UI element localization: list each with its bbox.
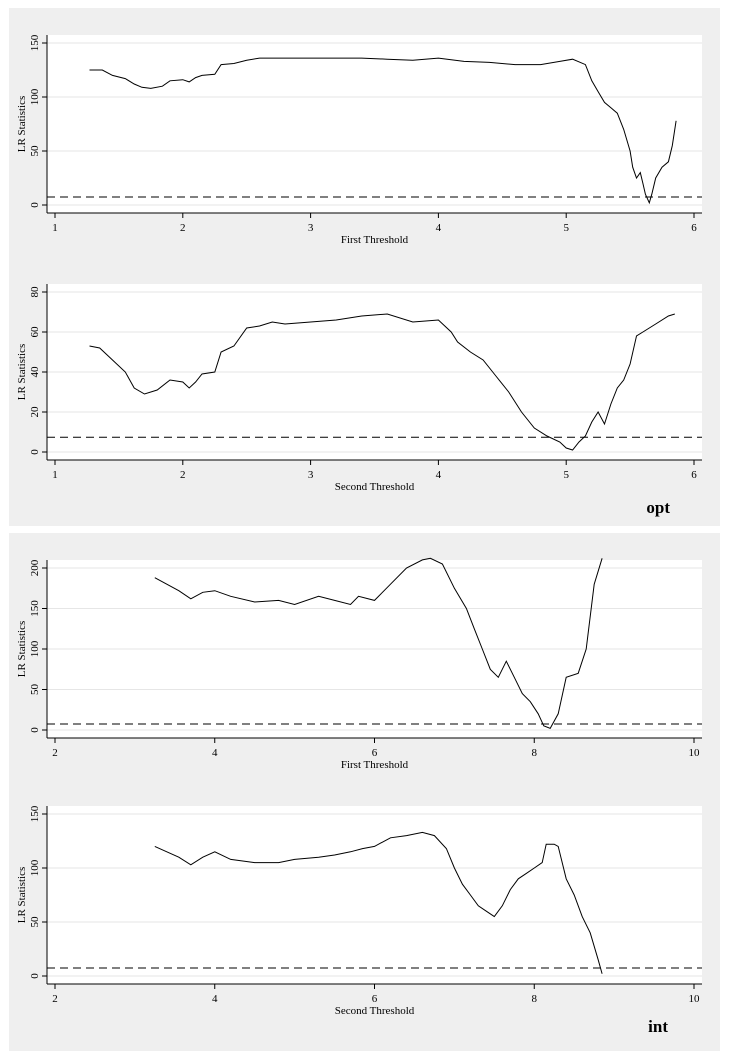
y-tick-label: 80 [29, 286, 41, 298]
x-tick-label: 4 [436, 469, 442, 481]
x-tick-label: 4 [212, 747, 218, 759]
y-tick-label: 150 [29, 805, 41, 822]
x-tick-label: 10 [689, 993, 701, 1005]
x-tick-label: 8 [532, 993, 538, 1005]
chart-opt-first-threshold: 0 50 100 150 1 2 3 4 5 6 First Threshold LR Statist… [16, 34, 702, 246]
y-tick-label: 40 [29, 366, 41, 378]
x-axis-title: First Threshold [341, 759, 409, 771]
x-tick-label: 8 [532, 747, 538, 759]
panel-int: 0 50 100 150 200 2 4 6 8 10 First Threshold LR Stat… [9, 533, 720, 1051]
plot-area [47, 35, 702, 213]
x-tick-label: 10 [689, 747, 701, 759]
x-tick-label: 4 [212, 993, 218, 1005]
panel-tag-opt: opt [646, 498, 670, 517]
y-axis-title: LR Statistics [16, 96, 28, 153]
x-axis-title: Second Threshold [335, 481, 415, 493]
x-tick-label: 2 [180, 222, 186, 234]
chart-int-first-threshold: 0 50 100 150 200 2 4 6 8 10 First Threshold LR Stat… [16, 557, 702, 771]
chart-opt-second-threshold: 0 20 40 60 80 1 2 3 4 5 6 Second Threshold LR Statis… [16, 284, 702, 493]
y-axis-title: LR Statistics [16, 344, 28, 401]
panel-tag-int: int [648, 1017, 668, 1036]
y-tick-label: 100 [29, 88, 41, 105]
y-tick-label: 150 [29, 600, 41, 617]
y-axis-title: LR Statistics [16, 621, 28, 678]
y-tick-label: 0 [29, 202, 41, 208]
y-tick-label: 150 [29, 34, 41, 51]
x-tick-label: 6 [691, 222, 697, 234]
y-tick-label: 60 [29, 326, 41, 338]
y-tick-label: 0 [29, 449, 41, 455]
y-tick-label: 0 [29, 973, 41, 979]
x-tick-label: 6 [372, 747, 378, 759]
x-tick-label: 1 [52, 469, 58, 481]
plot-area [47, 806, 702, 984]
lr-statistic-line [89, 57, 677, 205]
x-tick-label: 4 [436, 222, 442, 234]
x-tick-label: 5 [563, 469, 569, 481]
x-tick-label: 2 [52, 747, 58, 759]
y-tick-label: 100 [29, 640, 41, 657]
x-tick-label: 5 [563, 222, 569, 234]
x-tick-label: 6 [691, 469, 697, 481]
x-tick-label: 3 [308, 222, 314, 234]
y-tick-label: 50 [29, 684, 41, 696]
chart-int-second-threshold: 0 50 100 150 2 4 6 8 10 Second Threshold LR Statis… [16, 805, 702, 1017]
y-axis-title: LR Statistics [16, 867, 28, 924]
y-tick-label: 200 [29, 559, 41, 576]
y-tick-label: 50 [29, 916, 41, 928]
y-tick-label: 100 [29, 859, 41, 876]
y-tick-label: 20 [29, 406, 41, 418]
x-tick-label: 2 [52, 993, 58, 1005]
x-tick-label: 1 [52, 222, 58, 234]
x-tick-label: 3 [308, 469, 314, 481]
x-axis-title: First Threshold [341, 234, 409, 246]
lr-statistic-line [154, 831, 603, 974]
y-tick-label: 0 [29, 727, 41, 733]
y-tick-label: 50 [29, 145, 41, 157]
lr-statistic-line [154, 557, 603, 730]
lr-statistic-line [89, 313, 675, 451]
x-axis-title: Second Threshold [335, 1005, 415, 1017]
panel-opt: 0 50 100 150 1 2 3 4 5 6 First Threshold LR Statist… [9, 8, 720, 526]
x-tick-label: 6 [372, 993, 378, 1005]
x-tick-label: 2 [180, 469, 186, 481]
